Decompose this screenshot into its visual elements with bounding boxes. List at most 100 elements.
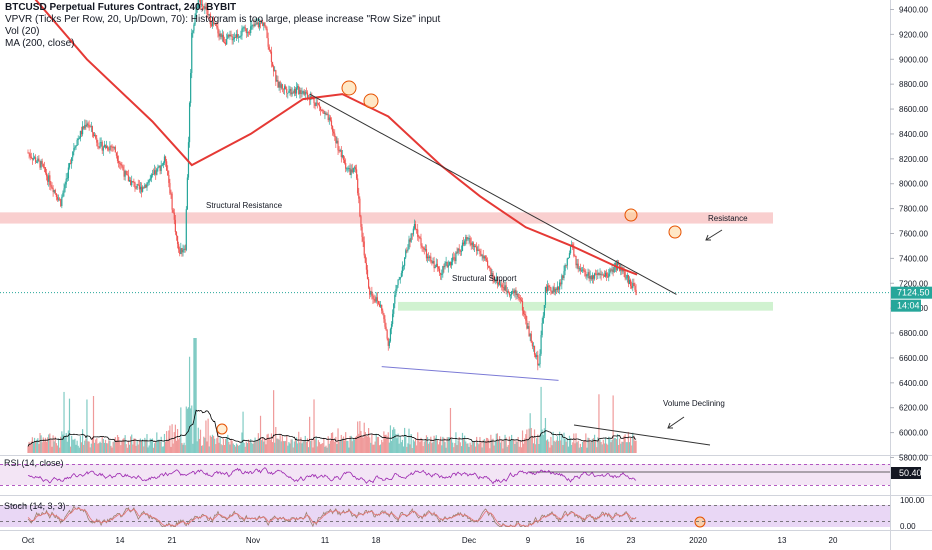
candle-body xyxy=(278,81,280,88)
candle-body xyxy=(394,295,396,304)
candle-body xyxy=(407,249,409,251)
candle-body xyxy=(293,88,295,93)
candle-body xyxy=(492,273,494,281)
candle-body xyxy=(286,88,288,93)
candle-body xyxy=(178,244,180,250)
candle-body xyxy=(322,110,324,112)
structural-support-label[interactable]: Structural Support xyxy=(452,274,517,283)
candle-body xyxy=(547,285,549,292)
structural-resistance-label[interactable]: Structural Resistance xyxy=(206,201,283,210)
candle-body xyxy=(459,250,461,252)
volume-bar xyxy=(316,446,318,453)
candle-body xyxy=(85,124,87,127)
volume-bar xyxy=(455,432,457,453)
rsi-label[interactable]: RSI (14, close) xyxy=(4,458,64,468)
volume-bar xyxy=(575,433,577,453)
volume-bar xyxy=(149,438,151,453)
volume-bar xyxy=(87,441,89,453)
candle-body xyxy=(385,326,387,331)
candle-body xyxy=(102,147,104,151)
volume-bar xyxy=(81,429,84,453)
candle-body xyxy=(188,102,191,143)
candle-body xyxy=(282,88,285,90)
volume-bar xyxy=(401,439,404,453)
volume-bar xyxy=(279,433,281,453)
volume-bar xyxy=(136,440,138,453)
volume-bar xyxy=(547,439,549,453)
volume-bar xyxy=(123,437,125,453)
volume-bar xyxy=(209,435,211,453)
candle-body xyxy=(238,36,240,38)
candle-body xyxy=(504,285,506,291)
volume-bar xyxy=(483,438,485,453)
volume-bar xyxy=(389,425,392,453)
candle-body xyxy=(200,4,203,6)
support-trendline[interactable] xyxy=(381,366,559,381)
resistance-label[interactable]: Resistance xyxy=(708,214,748,223)
candle-body xyxy=(91,126,94,133)
candle-body xyxy=(343,159,346,164)
time-tick-label: 16 xyxy=(576,536,585,545)
volume-bar xyxy=(73,439,75,453)
stoch-label[interactable]: Stoch (14, 3, 3) xyxy=(4,501,66,511)
candle-body xyxy=(362,236,364,242)
volume-declining-label[interactable]: Volume Declining xyxy=(663,399,725,408)
candle-body xyxy=(256,22,258,25)
volume-bar xyxy=(130,436,132,453)
volume-trendline[interactable] xyxy=(573,424,711,446)
candle-body xyxy=(462,242,465,245)
volume-bar xyxy=(267,433,269,453)
volume-bar xyxy=(392,429,394,453)
candle-body xyxy=(457,248,459,253)
candle-body xyxy=(33,157,36,159)
volume-bar xyxy=(182,444,184,453)
volume-bar xyxy=(54,436,56,453)
candle-body xyxy=(267,38,269,47)
volume-bar xyxy=(583,440,585,453)
candle-body xyxy=(76,140,78,146)
volume-bar xyxy=(620,443,622,453)
volume-bar xyxy=(231,440,233,453)
price-pane[interactable] xyxy=(0,0,890,455)
candle-body xyxy=(304,91,306,95)
vpvr-legend[interactable]: VPVR (Ticks Per Row, 20, Up/Down, 70): H… xyxy=(5,14,441,25)
volume-bar xyxy=(101,436,103,453)
volume-bar xyxy=(183,442,185,453)
ma-legend[interactable]: MA (200, close) xyxy=(5,38,75,49)
volume-bar xyxy=(221,445,223,453)
resistance-trendline[interactable] xyxy=(309,93,677,295)
volume-legend[interactable]: Vol (20) xyxy=(5,26,40,37)
candle-body xyxy=(472,242,474,247)
volume-bar xyxy=(372,444,374,453)
volume-bar xyxy=(435,435,437,453)
volume-bar xyxy=(339,439,341,453)
symbol-title[interactable]: BTCUSD Perpetual Futures Contract, 240, … xyxy=(5,2,237,13)
candle-body xyxy=(138,184,140,190)
volume-bar xyxy=(420,437,422,453)
candle-body xyxy=(589,275,591,279)
volume-bar xyxy=(244,446,246,453)
price-axis[interactable]: 9400.00 9200.00 9000.00 8800.00 8600.00 8400.… xyxy=(890,6,928,463)
candle-body xyxy=(96,138,98,143)
volume-bar xyxy=(608,436,610,453)
candle-body xyxy=(416,229,418,230)
candle-body xyxy=(340,150,342,158)
volume-bar xyxy=(517,436,519,453)
time-axis[interactable]: Oct 14 21 Nov 11 18 Dec 9 16 23 2020 13 20 xyxy=(22,536,838,545)
volume-bar xyxy=(192,443,194,453)
candle-body xyxy=(604,272,607,277)
candle-body xyxy=(612,269,614,273)
touch-circle xyxy=(363,93,379,109)
volume-bar xyxy=(106,443,108,453)
candle-body xyxy=(453,257,455,259)
candle-body xyxy=(122,166,124,171)
volume-bar xyxy=(52,435,54,453)
volume-bar xyxy=(405,435,407,453)
stoch-d-line xyxy=(27,507,637,527)
volume-bar xyxy=(587,437,589,453)
candle-body xyxy=(330,120,333,126)
candle-body xyxy=(528,326,530,337)
candle-body xyxy=(89,126,91,128)
volume-bar xyxy=(156,432,158,453)
